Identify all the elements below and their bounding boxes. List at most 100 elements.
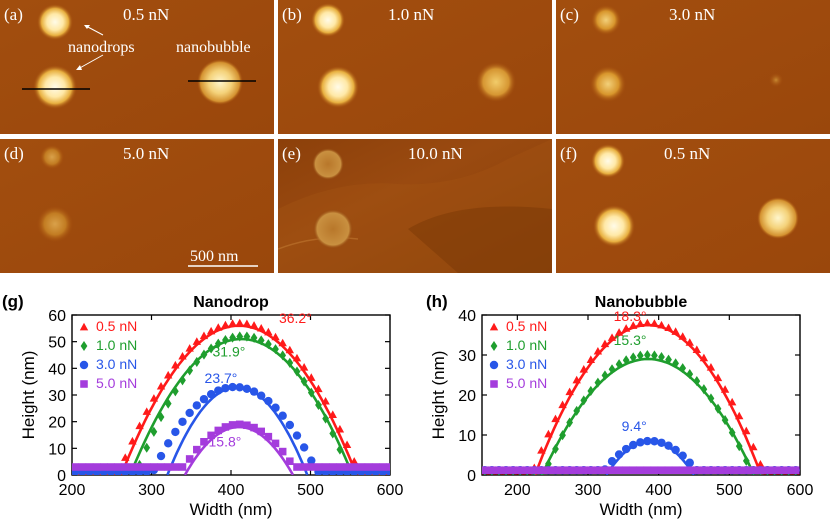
data-point-square [721,466,729,474]
data-point-square [502,466,510,474]
nanodrop [591,5,621,35]
y-tick-label: 10 [458,428,476,445]
force-label: 0.5 nN [123,5,169,24]
data-point-square [671,466,680,474]
data-point-diamond [693,376,701,387]
nanodrop [40,145,64,169]
y-tick-label: 30 [48,388,66,405]
data-point-square [185,455,194,463]
nanobubble [769,73,783,87]
contact-angle-label: 36.2° [279,310,312,326]
nanodrop [317,66,359,108]
chart-nanodrop: 200 300 400 500 600 0 10 20 30 40 50 60 Nanodrop Widt… [2,292,403,519]
data-point-circle [79,360,89,370]
data-point-diamond [580,395,588,406]
data-point-diamond [329,428,337,439]
afm-panel-a: (a) 0.5 nN nanodrops nanobubble [0,0,274,134]
data-point-square [107,463,115,471]
data-point-triangle [292,353,302,362]
force-label: 10.0 nN [408,144,463,163]
data-point-triangle [685,338,694,346]
data-point-square [791,466,800,474]
x-tick-label: 200 [59,482,86,499]
contact-angle-label: 18.3° [614,308,647,324]
nanobubble [197,59,243,105]
data-point-triangle [692,345,702,353]
data-point-triangle [79,322,89,331]
data-point-square [700,466,708,474]
data-point-square [629,466,638,474]
data-point-square [371,463,380,471]
data-point-triangle [735,411,744,420]
data-point-diamond [257,335,265,346]
data-point-triangle [206,326,216,335]
data-point-square [735,466,744,474]
panel-label: (h) [426,292,448,311]
afm-image-a: (a) 0.5 nN nanodrops nanobubble [0,0,274,134]
legend-label: 1.0 nN [96,337,137,353]
data-point-square [509,466,517,474]
data-point-square [770,466,779,474]
profile-charts: 200 300 400 500 6000102030405060NanodropWidt… [2,292,813,519]
nanodrop [311,3,345,37]
nanodrops-annotation: nanodrops [68,39,135,56]
data-point-square [685,466,694,474]
y-axis-label: Height (nm) [429,351,448,440]
data-point-triangle [671,327,680,335]
data-point-square [114,463,122,471]
data-point-square [379,463,387,471]
afm-panel-f: (f) 0.5 nN [556,139,830,273]
data-point-circle [307,456,316,465]
nanodrop [312,148,344,180]
data-point-diamond [728,427,736,438]
data-point-diamond [721,415,729,426]
data-point-square [601,466,609,474]
data-point-square [488,466,496,474]
y-tick-label: 0 [57,468,66,485]
nanodrop [33,65,77,109]
data-point-circle [636,438,645,447]
data-point-diamond [601,370,609,381]
fit-curve [533,323,763,475]
data-point-triangle [249,321,259,329]
data-point-triangle [720,385,730,393]
data-point-triangle [335,424,345,433]
force-label: 5.0 nN [123,144,169,163]
data-point-square [530,466,539,474]
chart-title: Nanobubble [595,294,688,311]
data-point-square [336,463,344,471]
contact-angle-label: 15.8° [209,433,242,449]
force-label: 3.0 nN [669,5,715,24]
data-point-square [193,445,201,454]
arrow [85,25,104,36]
data-point-diamond [322,413,329,424]
data-point-circle [643,436,652,446]
data-point-triangle [228,319,237,327]
data-point-circle [678,451,687,460]
data-point-circle [629,440,638,450]
data-point-triangle [664,323,673,332]
data-point-diamond [587,385,595,396]
data-point-circle [257,391,266,400]
data-point-circle [278,411,287,420]
nanodrop [313,209,353,249]
data-point-square [728,466,736,474]
data-point-triangle [135,421,144,430]
data-point-triangle [629,321,638,329]
data-point-square [587,466,595,474]
data-point-triangle [299,363,309,371]
data-point-square [200,437,208,446]
data-point-triangle [128,436,137,445]
legend-label: 0.5 nN [96,318,137,334]
data-point-diamond [566,417,573,428]
data-point-triangle [600,339,610,348]
data-point-diamond [700,384,708,395]
data-point-triangle [149,394,159,402]
data-point-square [350,463,359,471]
data-point-square [714,466,722,474]
data-point-circle [292,431,302,440]
data-point-circle [657,438,666,447]
data-point-triangle [558,400,567,409]
data-point-square [657,466,666,474]
afm-image-e: (e) 10.0 nN [278,139,552,273]
